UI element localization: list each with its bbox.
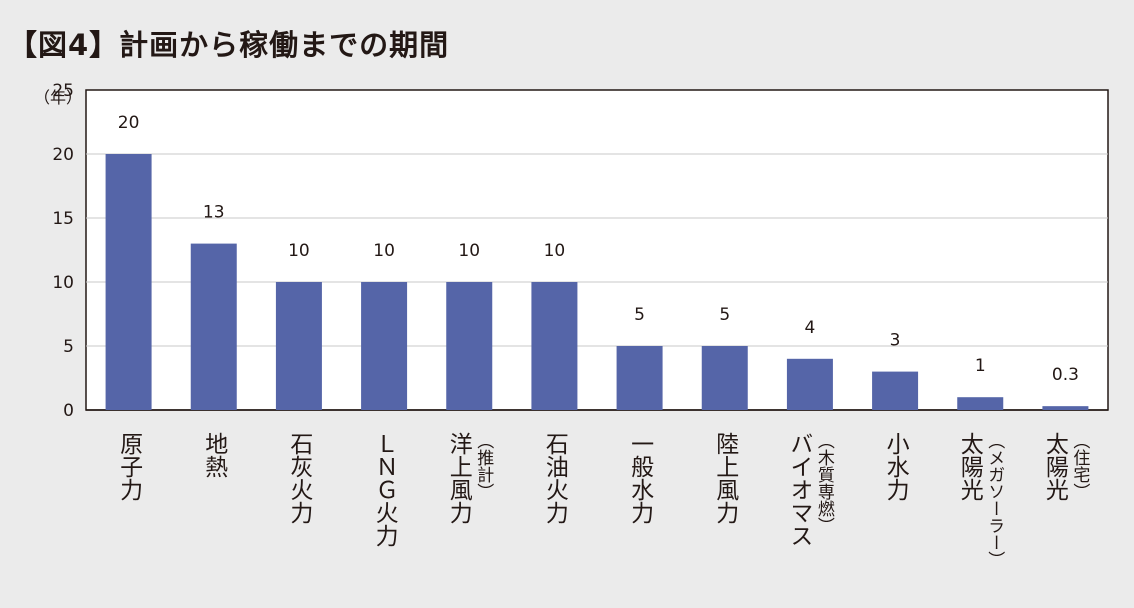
value-label: 10 xyxy=(458,241,480,261)
y-tick-label: 0 xyxy=(63,401,74,421)
value-label: 0.3 xyxy=(1052,365,1079,385)
bar xyxy=(190,243,237,410)
value-label: 5 xyxy=(634,305,645,325)
bar xyxy=(616,346,663,410)
value-label: 10 xyxy=(544,241,566,261)
category-label: 石油火力 xyxy=(541,432,569,524)
y-tick-label: 15 xyxy=(52,209,74,229)
category-label: ＬＮＧ火力 xyxy=(371,432,398,547)
y-tick-label: 20 xyxy=(52,145,74,165)
bar xyxy=(1042,406,1089,410)
category-label: 太陽光 xyxy=(956,432,984,501)
category-sublabel: （メガソーラー） xyxy=(984,432,1005,568)
category-label: 小水力 xyxy=(882,432,910,501)
y-tick-label: 10 xyxy=(52,273,74,293)
category-label: 地熱 xyxy=(201,432,229,478)
category-label: 洋上風力 xyxy=(445,432,473,524)
grid-lines xyxy=(86,153,1108,411)
category-sublabel: （住宅） xyxy=(1069,432,1090,500)
bar xyxy=(275,282,322,410)
chart-title: 【図4】計画から稼働までの期間 xyxy=(8,28,450,62)
y-axis-unit-label: （年） xyxy=(34,88,83,107)
category-label: 陸上風力 xyxy=(712,432,740,524)
bar xyxy=(531,282,578,410)
bar xyxy=(872,371,919,410)
y-tick-label: 5 xyxy=(63,337,74,357)
value-label: 3 xyxy=(890,331,901,351)
value-label: 13 xyxy=(203,203,225,223)
y-axis-ticks: 0 5 10 15 20 25 xyxy=(52,81,74,421)
bar xyxy=(957,397,1004,410)
bar xyxy=(701,346,748,410)
bar xyxy=(786,358,833,410)
value-label: 10 xyxy=(288,241,310,261)
category-labels: 原子力 地熱 石灰火力 ＬＮＧ火力 洋上風力 （推計） 石油火力 一般水力 陸上風力 バイオマス（… xyxy=(116,432,1090,568)
category-sublabel: （木質専燃） xyxy=(814,432,835,534)
value-label: 4 xyxy=(805,318,816,338)
value-label: 1 xyxy=(975,356,986,376)
category-sublabel: （推計） xyxy=(473,432,494,500)
value-label: 10 xyxy=(373,241,395,261)
category-label: 原子力 xyxy=(116,432,144,501)
plot-area xyxy=(85,89,1109,411)
category-label: バイオマス xyxy=(786,432,813,547)
bars xyxy=(105,154,1089,410)
value-labels: 20 13 10 10 10 10 5 5 4 3 1 0.3 xyxy=(118,113,1079,385)
bar xyxy=(361,282,408,410)
value-label: 20 xyxy=(118,113,140,133)
bar xyxy=(446,282,493,410)
value-label: 5 xyxy=(719,305,730,325)
y-tick-label: 25 xyxy=(52,81,74,101)
category-label: 一般水力 xyxy=(627,432,655,524)
category-label: 石灰火力 xyxy=(286,432,314,524)
bar xyxy=(105,154,152,410)
category-label: 太陽光 xyxy=(1041,432,1069,501)
